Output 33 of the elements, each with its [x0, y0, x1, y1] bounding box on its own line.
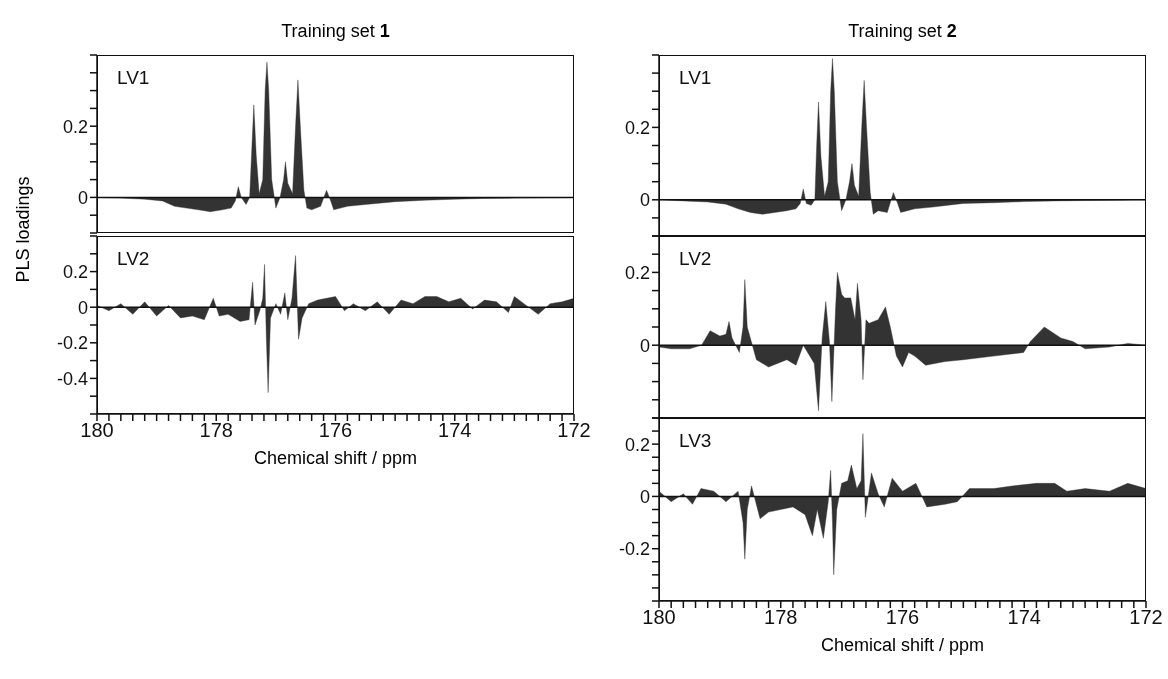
x-axis-title: Chemical shift / ppm	[819, 635, 986, 656]
x-tick-label: 172	[557, 419, 591, 442]
x-tick-label: 174	[438, 419, 472, 442]
x-tick-label: 180	[642, 606, 676, 629]
y-tick-label: 0.2	[62, 261, 88, 282]
y-tick-label: -0.4	[56, 368, 88, 389]
y-tick-label: 0	[77, 297, 88, 318]
annotation: LV3	[679, 430, 712, 452]
x-tick-label: 178	[199, 419, 233, 442]
annotation: LV1	[679, 67, 712, 89]
y-tick-label: 0.2	[624, 117, 650, 138]
y-tick-label: 0	[77, 187, 88, 208]
y-tick-label: 0.2	[624, 434, 650, 455]
y-tick-label: 0.2	[624, 262, 650, 283]
y-tick-label: 0	[639, 486, 650, 507]
chart-title: Training set 2	[848, 21, 957, 41]
chart-title: Training set 1	[281, 21, 390, 41]
y-tick-label: -0.2	[56, 333, 88, 354]
x-tick-label: 176	[885, 606, 920, 629]
x-tick-label: 178	[764, 606, 798, 629]
x-tick-label: 180	[80, 419, 114, 442]
x-tick-label: 174	[1007, 606, 1041, 629]
annotation: LV2	[679, 248, 712, 270]
y-tick-label: 0	[639, 335, 650, 356]
annotation: LV1	[117, 67, 150, 89]
y-tick-label: 0.2	[62, 116, 88, 137]
y-tick-label: 0	[639, 190, 650, 211]
x-tick-label: 176	[318, 419, 353, 442]
x-tick-label: 172	[1129, 606, 1163, 629]
x-axis-title: Chemical shift / ppm	[252, 448, 419, 469]
y-tick-label: -0.2	[618, 539, 650, 560]
annotation: LV2	[117, 248, 150, 270]
y-axis-title: PLS loadings	[12, 175, 34, 285]
